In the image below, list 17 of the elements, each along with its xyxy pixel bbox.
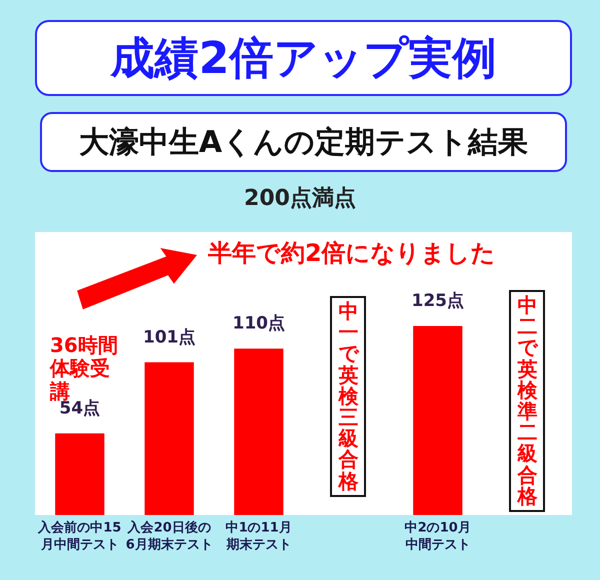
text: 中一で英検三級合格 [338, 299, 358, 492]
text: 200点満点 [243, 186, 357, 212]
bar [55, 433, 104, 515]
x-tick-label: 入会前の中15月中間テスト [37, 520, 122, 552]
data-label: 125点 [412, 291, 464, 311]
x-tick-label: 入会20日後の6月期末テスト [126, 520, 213, 552]
chart-subtitle: 大濠中生Aくんの定期テスト結果 [40, 112, 567, 172]
text: 中二で英検準二級合格 [517, 293, 538, 508]
data-label: 101点 [143, 327, 196, 348]
x-tick-label: 中2の10月中間テスト [404, 520, 471, 552]
data-label: 110点 [232, 314, 285, 334]
bar [234, 348, 284, 515]
x-tick-label: 中1の11月期末テスト [225, 520, 292, 552]
text: 半年で約2倍になりました [208, 239, 496, 268]
bar [413, 326, 462, 515]
chart-title: 成績2倍アップ実例 [35, 20, 572, 96]
bar [144, 362, 194, 515]
